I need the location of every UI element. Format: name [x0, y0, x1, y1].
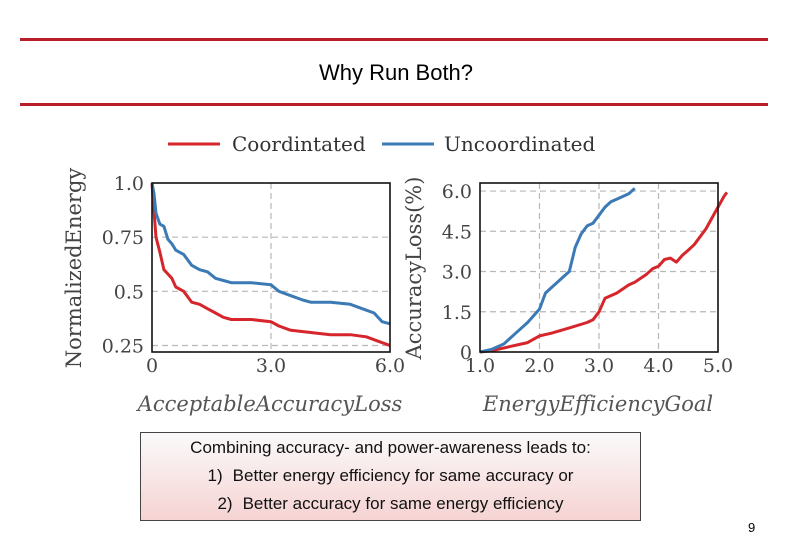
- page-number: 9: [748, 520, 756, 535]
- y-tick-label: 6.0: [442, 181, 472, 203]
- y-tick-label: 0.25: [102, 336, 144, 358]
- y-tick-label: 3.0: [442, 262, 472, 284]
- x-axis-label: EnergyEfficiencyGoal: [482, 392, 713, 416]
- y-tick-label: 1.0: [114, 173, 144, 195]
- chart-1: 0 3.0 6.0 0.25 0.5 0.75 1.0 AcceptableAccuracyL…: [62, 168, 405, 416]
- y-axis-label: NormalizedEnergy: [62, 168, 86, 369]
- plot-frame: [151, 182, 391, 353]
- x-tick-label: 6.0: [375, 355, 405, 377]
- y-tick-label: 0.75: [102, 227, 144, 249]
- series-line: [150, 182, 391, 326]
- callout-item-2: 2) Better accuracy for same energy effici…: [141, 490, 640, 518]
- summary-callout: Combining accuracy- and power-awareness …: [140, 432, 641, 521]
- x-axis-label: AcceptableAccuracyLoss: [136, 392, 403, 416]
- legend-label: Uncoordinated: [444, 132, 595, 156]
- series-line: [479, 187, 636, 354]
- callout-item-text: Better energy efficiency for same accura…: [232, 466, 574, 485]
- bottom-rule: [20, 103, 768, 106]
- slide-title: Why Run Both?: [318, 60, 474, 85]
- callout-heading: Combining accuracy- and power-awareness …: [190, 438, 591, 457]
- callout-item-number: 1): [207, 466, 223, 485]
- callout-item-number: 2): [217, 494, 233, 513]
- x-tick-label: 5.0: [703, 355, 733, 377]
- x-tick-label: 2.0: [524, 355, 554, 377]
- x-tick-label: 1.0: [465, 355, 495, 377]
- top-rule: [20, 38, 768, 41]
- y-tick-label: 0: [460, 342, 472, 364]
- x-tick-label: 3.0: [584, 355, 614, 377]
- y-tick-label: 1.5: [442, 302, 472, 324]
- plot-frame: [479, 182, 719, 353]
- x-tick-label: 0: [146, 355, 158, 377]
- y-axis-label: AccuracyLoss(%): [402, 177, 426, 361]
- y-tick-label: 4.5: [442, 221, 472, 243]
- callout-item-1: 1) Better energy efficiency for same accu…: [141, 462, 640, 490]
- legend-label: Coordintated: [232, 132, 366, 156]
- series-line: [479, 191, 729, 354]
- callout-item-text: Better accuracy for same energy efficien…: [242, 494, 564, 513]
- x-tick-label: 3.0: [256, 355, 286, 377]
- x-tick-label: 4.0: [643, 355, 673, 377]
- y-tick-label: 0.5: [114, 281, 144, 303]
- chart-2: 1.0 2.0 3.0 4.0 5.0 0 1.5 3.0 4.5 6.0 EnergyEffici…: [402, 177, 733, 416]
- series-line: [150, 182, 391, 347]
